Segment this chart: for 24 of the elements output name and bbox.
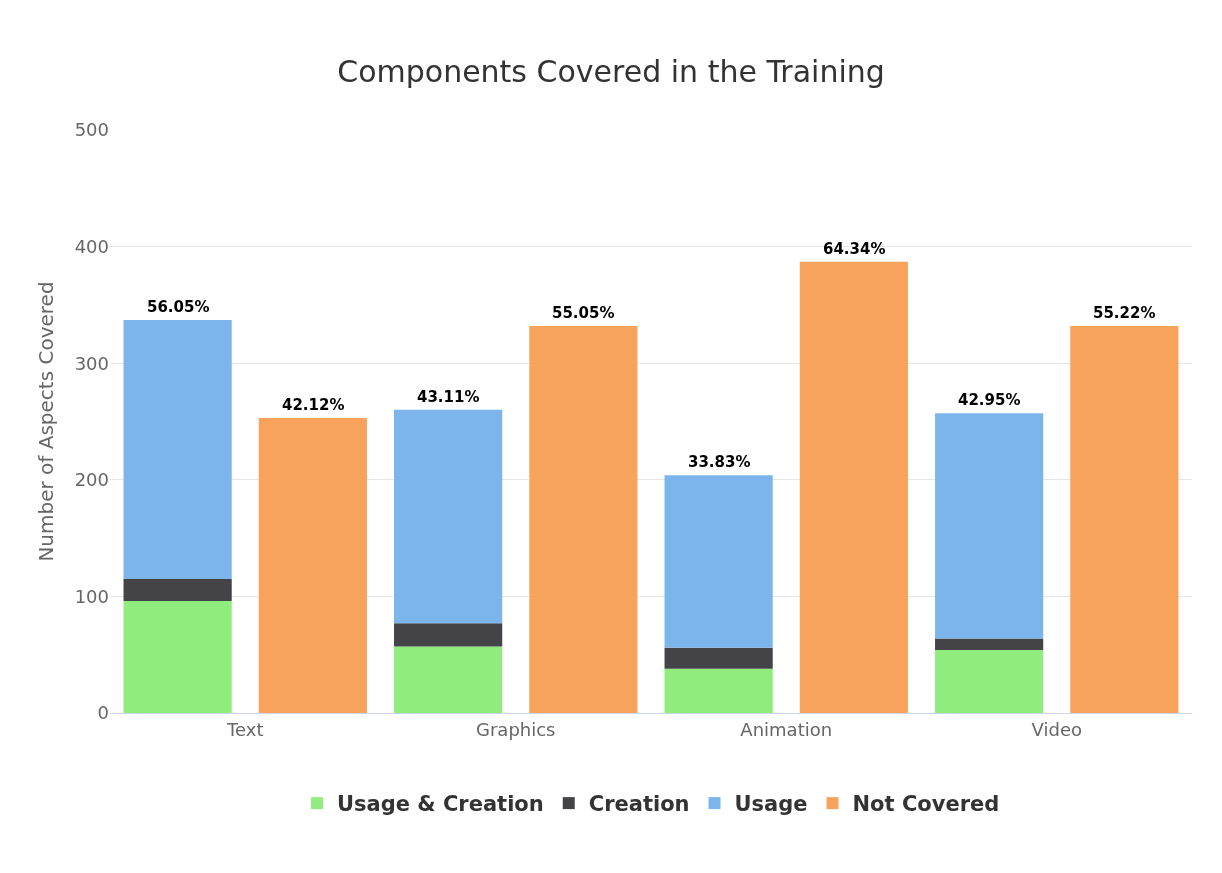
y-tick-label: 300 <box>74 352 109 374</box>
annotation: 33.83% <box>688 453 751 471</box>
legend-label: Creation <box>588 792 690 817</box>
y-tick-label: 400 <box>74 235 109 257</box>
annotation: 55.05% <box>552 304 615 322</box>
x-tick-label: Animation <box>740 718 833 740</box>
annotation: 56.05% <box>147 298 210 316</box>
x-tick-label: Text <box>226 718 264 740</box>
y-tick-label: 100 <box>74 585 109 607</box>
annotation: 64.34% <box>823 240 886 258</box>
y-tick-label: 0 <box>97 702 109 724</box>
legend-label: Usage & Creation <box>337 792 544 817</box>
chart-title: Components Covered in the Training <box>337 54 885 90</box>
legend-label: Usage <box>734 792 808 817</box>
y-tick-label: 500 <box>74 119 109 141</box>
annotation: 43.11% <box>417 388 480 406</box>
legend-label: Not Covered <box>852 792 1000 817</box>
x-tick-label: Graphics <box>476 718 556 740</box>
annotation: 55.22% <box>1093 304 1156 322</box>
annotation: 42.12% <box>282 396 345 414</box>
x-tick-label: Video <box>1031 718 1082 740</box>
y-tick-label: 200 <box>74 469 109 491</box>
y-axis-title: Number of Aspects Covered <box>34 281 59 562</box>
annotation: 42.95% <box>958 391 1021 409</box>
